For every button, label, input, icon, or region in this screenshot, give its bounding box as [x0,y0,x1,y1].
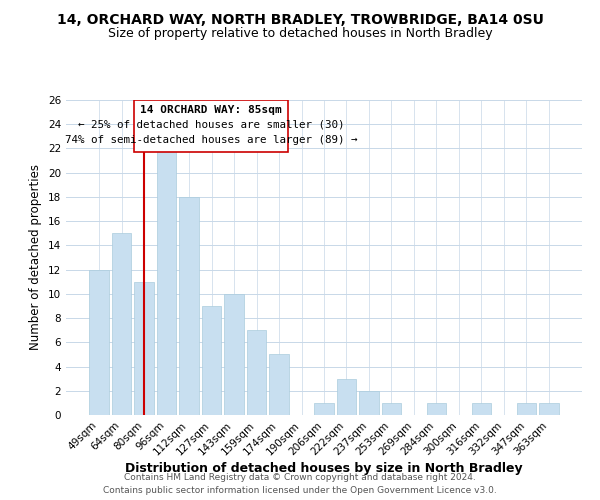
Text: ← 25% of detached houses are smaller (30): ← 25% of detached houses are smaller (30… [77,120,344,130]
Bar [134,282,154,415]
Bar [112,234,131,415]
Bar [427,403,446,415]
Text: Contains public sector information licensed under the Open Government Licence v3: Contains public sector information licen… [103,486,497,495]
Bar [337,378,356,415]
Y-axis label: Number of detached properties: Number of detached properties [29,164,43,350]
Bar [89,270,109,415]
Bar [382,403,401,415]
Bar [539,403,559,415]
X-axis label: Distribution of detached houses by size in North Bradley: Distribution of detached houses by size … [125,462,523,475]
Text: Size of property relative to detached houses in North Bradley: Size of property relative to detached ho… [107,28,493,40]
FancyBboxPatch shape [134,100,288,152]
Text: 74% of semi-detached houses are larger (89) →: 74% of semi-detached houses are larger (… [65,134,357,144]
Text: Contains HM Land Registry data © Crown copyright and database right 2024.: Contains HM Land Registry data © Crown c… [124,472,476,482]
Bar [269,354,289,415]
Bar [224,294,244,415]
Text: 14 ORCHARD WAY: 85sqm: 14 ORCHARD WAY: 85sqm [140,106,282,116]
Bar [202,306,221,415]
Bar [247,330,266,415]
Text: 14, ORCHARD WAY, NORTH BRADLEY, TROWBRIDGE, BA14 0SU: 14, ORCHARD WAY, NORTH BRADLEY, TROWBRID… [56,12,544,26]
Bar [314,403,334,415]
Bar [472,403,491,415]
Bar [179,197,199,415]
Bar [359,391,379,415]
Bar [517,403,536,415]
Bar [157,148,176,415]
